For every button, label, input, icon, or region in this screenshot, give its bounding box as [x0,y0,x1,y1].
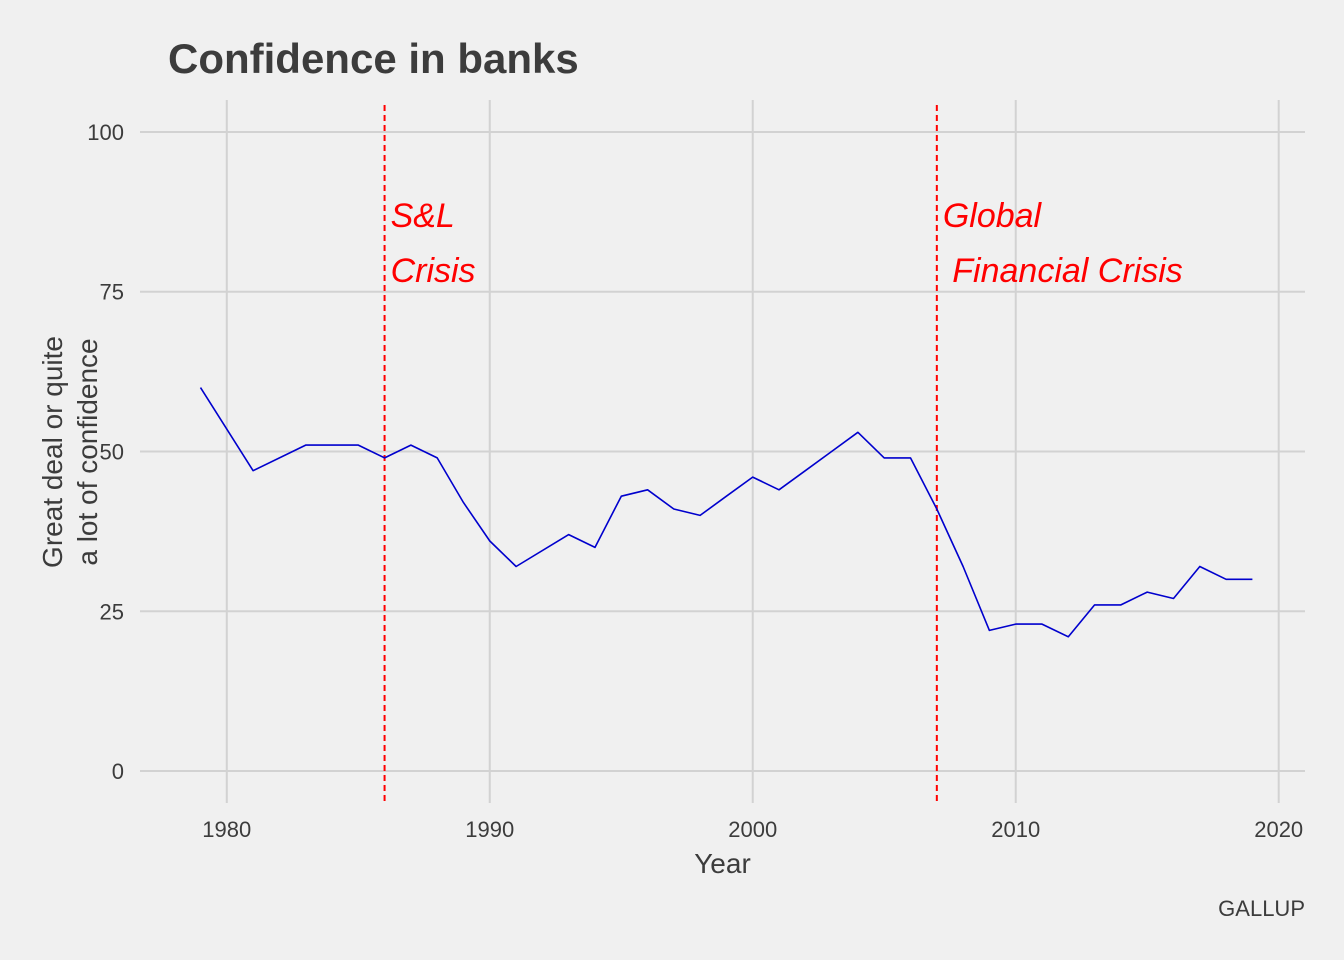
y-tick-label-50: 50 [100,440,124,465]
grid [140,100,1305,803]
y-tick-label-0: 0 [112,759,124,784]
event-annotation-0-line-0: S&L [391,197,455,235]
x-tick-label-2020: 2020 [1254,817,1303,842]
x-axis-title: Year [694,848,751,879]
series-line-confidence [199,387,1253,638]
source-caption: GALLUP [1218,896,1305,921]
y-tick-label-75: 75 [100,280,124,305]
chart-title: Confidence in banks [168,35,579,82]
labels: Confidence in banks Year Great deal or q… [37,35,1305,921]
y-tick-label-100: 100 [87,120,124,145]
x-tick-label-2000: 2000 [728,817,777,842]
x-tick-label-1990: 1990 [465,817,514,842]
x-tick-label-1980: 1980 [202,817,251,842]
y-axis-title-line-1: Great deal or quite [37,336,68,568]
x-tick-label-2010: 2010 [991,817,1040,842]
event-lines [383,105,938,803]
y-tick-label-25: 25 [100,599,124,624]
event-annotation-1-line-1: Financial Crisis [943,252,1183,290]
event-annotation-1-line-0: Global [943,197,1043,235]
y-axis-title-line-2: a lot of confidence [72,338,103,565]
event-annotation-0-line-1: Crisis [391,252,476,290]
